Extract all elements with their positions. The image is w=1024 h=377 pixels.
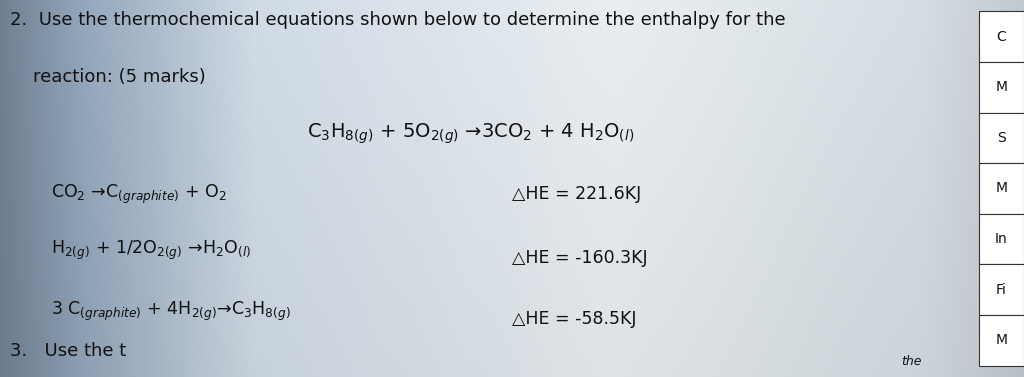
Text: S: S [997,131,1006,145]
Bar [979,113,1024,163]
Bar [979,315,1024,366]
Text: the: the [901,356,922,368]
Bar [979,11,1024,62]
Text: △HE = -58.5KJ: △HE = -58.5KJ [512,310,637,328]
Bar [979,264,1024,315]
Text: 3 C$_{(graphite)}$ + 4H$_{2(g)}$→C$_3$H$_{8(g)}$: 3 C$_{(graphite)}$ + 4H$_{2(g)}$→C$_3$H$… [51,299,291,323]
Text: M: M [995,80,1008,94]
Bar [979,62,1024,113]
Text: In: In [995,232,1008,246]
Text: △HE = -160.3KJ: △HE = -160.3KJ [512,249,647,267]
Text: C: C [996,30,1007,44]
Text: C$_3$H$_{8(g)}$ + 5O$_{2(g)}$ →3CO$_2$ + 4 H$_2$O$_{(l)}$: C$_3$H$_{8(g)}$ + 5O$_{2(g)}$ →3CO$_2$ +… [307,122,635,146]
Text: 2.  Use the thermochemical equations shown below to determine the enthalpy for t: 2. Use the thermochemical equations show… [10,11,785,29]
Text: 3.   Use the t: 3. Use the t [10,342,127,360]
Text: M: M [995,333,1008,347]
Text: H$_{2(g)}$ + 1/2O$_{2(g)}$ →H$_2$O$_{(l)}$: H$_{2(g)}$ + 1/2O$_{2(g)}$ →H$_2$O$_{(l)… [51,239,251,262]
Text: M: M [995,181,1008,196]
Bar [979,214,1024,264]
Text: reaction: (5 marks): reaction: (5 marks) [10,68,206,86]
Text: CO$_2$ →C$_{(graphite)}$ + O$_2$: CO$_2$ →C$_{(graphite)}$ + O$_2$ [51,182,227,206]
Text: △HE = 221.6KJ: △HE = 221.6KJ [512,185,641,203]
Bar [979,163,1024,214]
Text: Fi: Fi [996,283,1007,297]
